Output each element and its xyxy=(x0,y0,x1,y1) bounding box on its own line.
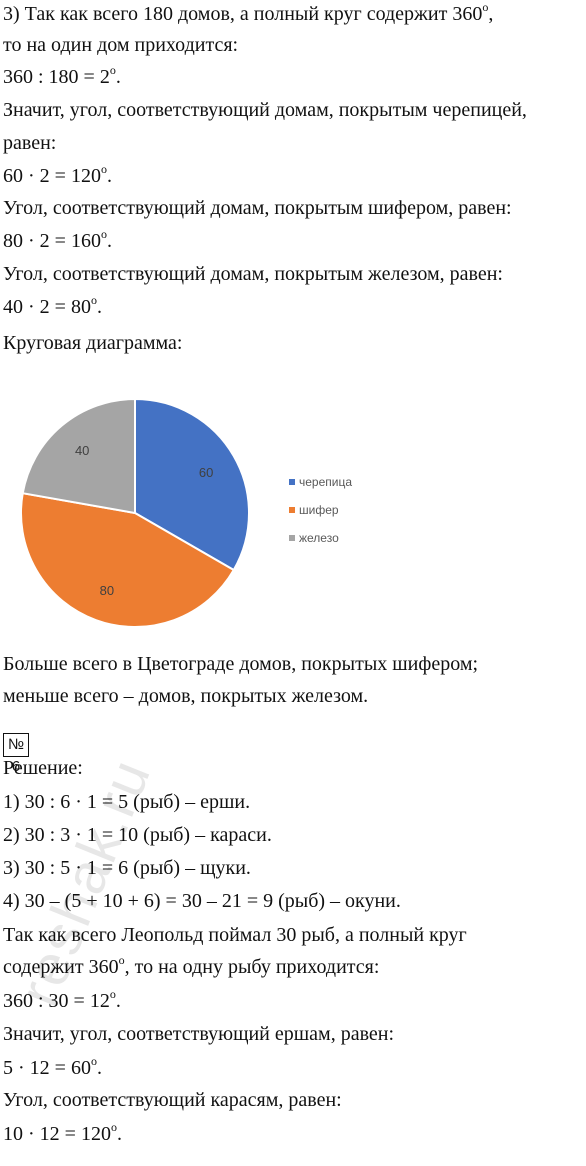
text-line-main: 1) 30 : 6 · 1 = 5 (рыб) – ерши. xyxy=(3,791,251,813)
pie-chart: 60 80 40 черепица шифер железо xyxy=(20,397,352,628)
degree-mark: о xyxy=(109,987,116,1001)
pie-slice-1 xyxy=(134,397,250,572)
text-line: Угол, соответствующий домам, покрытым же… xyxy=(3,262,503,286)
text-line-main: то на один дом приходится: xyxy=(3,34,239,56)
text-line: 80 · 2 = 160о. xyxy=(3,227,112,253)
text-line-main: меньше всего – домов, покрытых железом. xyxy=(3,685,369,707)
text-line-tail: , xyxy=(488,3,494,25)
text-line: 3) Так как всего 180 домов, а полный кру… xyxy=(3,0,494,26)
legend-swatch xyxy=(289,535,295,541)
text-line: 60 · 2 = 120о. xyxy=(3,162,112,188)
text-line: 10 · 12 = 120о. xyxy=(3,1120,122,1146)
text-line-main: Значит, угол, соответствующий домам, пок… xyxy=(3,99,527,121)
text-line-main: Угол, соответствующий домам, покрытым же… xyxy=(3,263,503,285)
text-line: 360 : 180 = 2о. xyxy=(3,63,121,89)
text-line: Угол, соответствующий карасям, равен: xyxy=(3,1088,342,1112)
text-line-tail: . xyxy=(116,1123,122,1145)
text-line-main: 40 · 2 = 80 xyxy=(3,296,91,318)
text-line: Так как всего Леопольд поймал 30 рыб, а … xyxy=(3,923,467,947)
text-line: Круговая диаграмма: xyxy=(3,331,182,355)
legend-swatch xyxy=(289,507,295,513)
text-line-main: 4) 30 – (5 + 10 + 6) = 30 – 21 = 9 (рыб)… xyxy=(3,890,401,912)
text-line-tail: , то на одну рыбу приходится: xyxy=(124,956,380,978)
text-line-main: 80 · 2 = 160 xyxy=(3,230,101,252)
text-line: меньше всего – домов, покрытых железом. xyxy=(3,684,368,708)
degree-mark: о xyxy=(90,1054,97,1068)
text-line-main: Больше всего в Цветограде домов, покрыты… xyxy=(3,653,479,675)
text-line-main: Так как всего Леопольд поймал 30 рыб, а … xyxy=(3,924,467,946)
text-line-main: 60 · 2 = 120 xyxy=(3,165,101,187)
text-line-main: 360 : 180 = 2 xyxy=(3,66,110,88)
text-line: 2) 30 : 3 · 1 = 10 (рыб) – караси. xyxy=(3,823,272,847)
text-line: Больше всего в Цветограде домов, покрыты… xyxy=(3,652,478,676)
text-line-main: 2) 30 : 3 · 1 = 10 (рыб) – караси. xyxy=(3,824,272,846)
text-line-tail: . xyxy=(115,66,121,88)
text-line-tail: . xyxy=(96,296,102,318)
text-line-main: содержит 360 xyxy=(3,956,119,978)
text-line: 4) 30 – (5 + 10 + 6) = 30 – 21 = 9 (рыб)… xyxy=(3,889,401,913)
degree-mark: о xyxy=(118,953,125,967)
text-line: Значит, угол, соответствующий домам, пок… xyxy=(3,98,527,122)
degree-mark: о xyxy=(90,293,97,307)
text-line-tail: . xyxy=(96,1057,102,1079)
text-line: то на один дом приходится: xyxy=(3,33,238,57)
degree-mark: о xyxy=(110,1120,117,1134)
text-line-main: Решение: xyxy=(3,757,83,779)
degree-mark: о xyxy=(482,0,489,14)
degree-mark: о xyxy=(100,227,107,241)
text-line-main: 360 : 30 = 12 xyxy=(3,990,110,1012)
degree-mark: о xyxy=(109,63,116,77)
legend-label: черепица xyxy=(299,475,352,489)
pie-data-label: 40 xyxy=(75,443,89,458)
text-line-main: 10 · 12 = 120 xyxy=(3,1123,111,1145)
pie-data-label: 60 xyxy=(199,465,213,480)
text-line-main: Значит, угол, соответствующий ершам, рав… xyxy=(3,1023,395,1045)
pie-slice-2 xyxy=(20,492,236,628)
text-line-main: 3) 30 : 5 · 1 = 6 (рыб) – щуки. xyxy=(3,857,251,879)
text-line-tail: . xyxy=(106,165,112,187)
legend-swatch xyxy=(289,479,295,485)
text-line-tail: . xyxy=(115,990,121,1012)
text-line: Угол, соответствующий домам, покрытым ши… xyxy=(3,196,512,220)
task-number-badge: № 6 xyxy=(3,733,29,775)
text-line: 3) 30 : 5 · 1 = 6 (рыб) – щуки. xyxy=(3,856,251,880)
text-line-main: равен: xyxy=(3,132,57,154)
pie-data-label: 80 xyxy=(100,583,114,598)
text-line-main: Угол, соответствующий карасям, равен: xyxy=(3,1089,342,1111)
text-line-main: Круговая диаграмма: xyxy=(3,332,183,354)
text-line: Решение: xyxy=(3,756,83,780)
text-line-tail: . xyxy=(106,230,112,252)
text-line: 40 · 2 = 80о. xyxy=(3,293,102,319)
text-line-main: Угол, соответствующий домам, покрытым ши… xyxy=(3,197,512,219)
legend-label: шифер xyxy=(299,503,339,517)
text-line: 5 · 12 = 60о. xyxy=(3,1054,102,1080)
text-line: 360 : 30 = 12о. xyxy=(3,987,121,1013)
text-line-main: 5 · 12 = 60 xyxy=(3,1057,91,1079)
text-line: 1) 30 : 6 · 1 = 5 (рыб) – ерши. xyxy=(3,790,250,814)
pie-slice-3 xyxy=(21,397,136,515)
legend-label: железо xyxy=(299,531,339,545)
text-line: равен: xyxy=(3,131,56,155)
text-line: содержит 360о, то на одну рыбу приходитс… xyxy=(3,953,380,979)
degree-mark: о xyxy=(100,162,107,176)
text-line: Значит, угол, соответствующий ершам, рав… xyxy=(3,1022,394,1046)
text-line-main: 3) Так как всего 180 домов, а полный кру… xyxy=(3,3,483,25)
